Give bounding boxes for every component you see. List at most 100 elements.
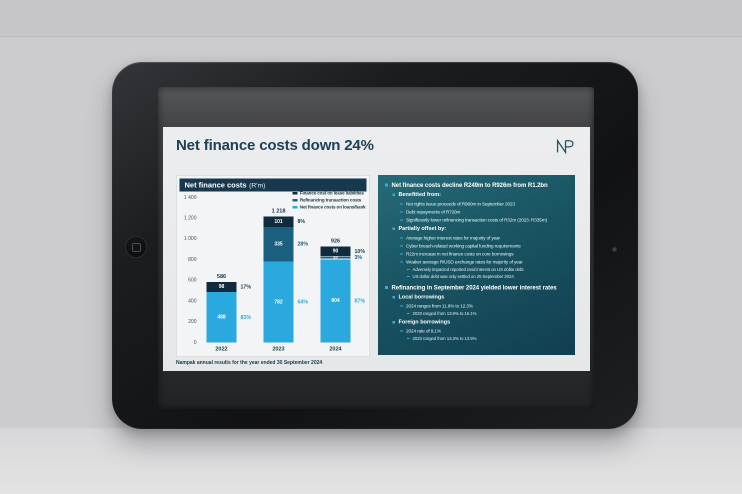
panel-bullet: Net finance costs decline R249m to R926m… <box>385 182 569 189</box>
panel-bullet: Significantly lower refinancing transact… <box>400 217 569 223</box>
bullet-text: Weaker average R/USD exchange rates for … <box>406 259 523 265</box>
bullet-square-icon <box>385 184 388 187</box>
bullet-dash-icon <box>400 306 403 307</box>
bullet-text: 2024 ranges from 11.9% to 12.3% <box>406 303 473 309</box>
bullet-text: US dollar debt was only settled on 25 Se… <box>413 274 514 279</box>
bullet-text: Net rights issue proceeds of R960m in Se… <box>406 201 515 207</box>
slide-footer: Nampak annual results for the year ended… <box>176 360 322 366</box>
y-tick-label: 400 <box>177 298 197 305</box>
panel-bullet: Average higher interest rates for majori… <box>400 235 569 241</box>
bullet-dash-icon <box>400 331 403 332</box>
bullet-text: 2023 ranged from 13.9% to 16.1% <box>413 311 477 316</box>
panel-bullet: R22m increase in net finance costs on co… <box>400 251 569 257</box>
bar-segment: 98 <box>207 282 237 292</box>
bullet-text: Benefitted from: <box>399 192 441 199</box>
bullet-dash-icon <box>407 338 410 339</box>
bar-segment: 782 <box>264 262 294 343</box>
bullet-dash-icon <box>400 262 403 263</box>
nampak-logo-icon <box>554 137 576 155</box>
y-tick-label: 600 <box>177 277 197 284</box>
bar-percent-label: 28% <box>298 241 309 248</box>
bar-percent-label: 8% <box>298 218 306 225</box>
bar-total-label: 926 <box>316 238 356 244</box>
bullet-square-icon <box>393 228 396 231</box>
panel-bullet: Debt repayments of R720m <box>400 209 569 215</box>
bullet-text: Net finance costs decline R249m to R926m… <box>392 182 548 189</box>
bullet-square-icon <box>393 296 396 299</box>
bullet-text: R22m increase in net finance costs on co… <box>406 251 514 257</box>
bullet-dash-icon <box>400 237 403 238</box>
panel-bullet: Weaker average R/USD exchange rates for … <box>400 259 569 265</box>
bullet-dash-icon <box>407 269 410 270</box>
panel-bullet: Local borrowings <box>393 294 570 301</box>
bullet-text: Debt repayments of R720m <box>406 209 460 215</box>
bullet-dash-icon <box>400 220 403 221</box>
y-tick-label: 1 400 <box>177 194 197 201</box>
tablet-device: Net finance costs down 24% Net finance c… <box>112 62 638 429</box>
panel-bullet: US dollar debt was only settled on 25 Se… <box>407 274 569 279</box>
panel-bullet: Adversely impacted reported rand interes… <box>407 267 569 272</box>
tablet-screen: Net finance costs down 24% Net finance c… <box>158 87 594 409</box>
bullet-text: Significantly lower refinancing transact… <box>406 217 547 223</box>
bar-segment: 90 <box>321 247 351 256</box>
bullet-text: 2023 ranged from 13.3% to 13.5% <box>413 336 477 341</box>
panel-bullet: Net rights issue proceeds of R960m in Se… <box>400 201 569 207</box>
bullet-text: Refinancing in September 2024 yielded lo… <box>392 284 557 291</box>
panel-bullet: Partially offset by: <box>393 226 570 233</box>
panel-bullet: Benefitted from: <box>393 192 570 199</box>
y-tick-label: 0 <box>177 339 197 346</box>
bullet-text: Average higher interest rates for majori… <box>406 235 500 241</box>
panel-bullet: 2023 ranged from 13.3% to 13.5% <box>407 336 569 341</box>
commentary-panel: Net finance costs decline R249m to R926m… <box>378 175 575 355</box>
panel-bullet: 2023 ranged from 13.9% to 16.1% <box>407 311 569 316</box>
bar-percent-label: 64% <box>298 299 309 306</box>
bullet-dash-icon <box>407 276 410 277</box>
home-button-square-icon <box>132 243 141 252</box>
bullet-square-icon <box>385 286 388 289</box>
bullet-text: Foreign borrowings <box>399 319 451 326</box>
panel-bullet: 2024 ranges from 11.9% to 12.3% <box>400 303 569 309</box>
bullet-square-icon <box>393 194 396 197</box>
bar-percent-label: 3% <box>355 254 363 261</box>
background-surface <box>0 428 742 494</box>
x-tick-label: 2023 <box>259 346 299 352</box>
bullet-dash-icon <box>407 313 410 314</box>
bar-segment: 488 <box>207 292 237 343</box>
bar-segment: 32 <box>321 256 351 259</box>
bullet-dash-icon <box>400 203 403 204</box>
bar-percent-label: 87% <box>355 297 366 304</box>
bullet-text: Cyber breach-related working capital fun… <box>406 243 521 249</box>
bar-total-label: 1 218 <box>259 208 299 214</box>
bar-segment: 101 <box>264 216 294 226</box>
bullet-text: 2024 rate of 9.1% <box>406 328 441 334</box>
bullet-text: Adversely impacted reported rand interes… <box>413 267 524 272</box>
bullet-text: Local borrowings <box>399 294 445 301</box>
background-wall <box>0 0 742 37</box>
slide-title: Net finance costs down 24% <box>176 137 374 154</box>
bullet-square-icon <box>393 321 396 324</box>
bar-percent-label: 10% <box>355 248 366 255</box>
y-tick-label: 1 000 <box>177 236 197 243</box>
y-tick-label: 800 <box>177 256 197 263</box>
bullet-list: Net finance costs decline R249m to R926m… <box>385 182 569 342</box>
bullet-dash-icon <box>400 245 403 246</box>
panel-bullet: Cyber breach-related working capital fun… <box>400 243 569 249</box>
x-tick-label: 2022 <box>202 346 242 352</box>
bullet-text: Partially offset by: <box>399 226 447 233</box>
presentation-slide: Net finance costs down 24% Net finance c… <box>163 127 590 371</box>
bar-segment: 335 <box>264 227 294 262</box>
bullet-dash-icon <box>400 254 403 255</box>
panel-bullet: Refinancing in September 2024 yielded lo… <box>385 284 569 291</box>
bullet-dash-icon <box>400 211 403 212</box>
camera-dot-icon <box>612 247 617 252</box>
home-button[interactable] <box>125 236 147 258</box>
panel-bullet: Foreign borrowings <box>393 319 570 326</box>
bar-percent-label: 17% <box>241 283 252 290</box>
y-tick-label: 200 <box>177 319 197 326</box>
bar-percent-label: 83% <box>241 314 252 321</box>
chart-panel: Net finance costs (R'm) Finance cost on … <box>176 175 370 357</box>
y-tick-label: 1 200 <box>177 215 197 222</box>
panel-bullet: 2024 rate of 9.1% <box>400 328 569 334</box>
bar-total-label: 586 <box>202 273 242 279</box>
